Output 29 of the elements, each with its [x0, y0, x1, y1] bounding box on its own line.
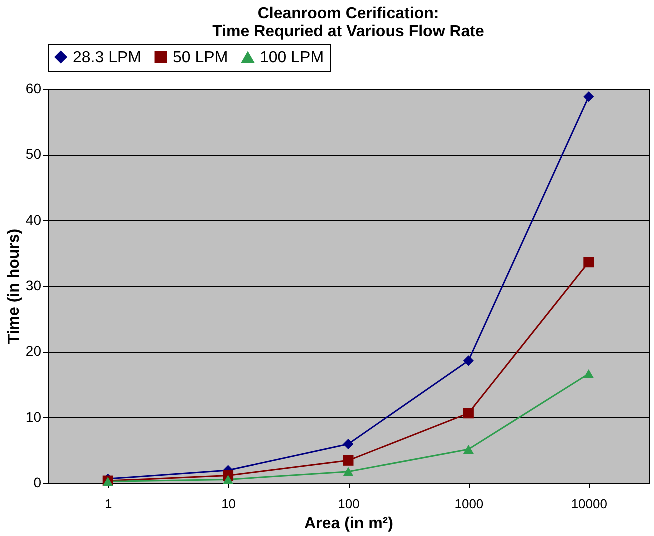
- point: [343, 439, 354, 450]
- x-tick-label: 1000: [454, 496, 484, 512]
- point: [463, 408, 474, 419]
- legend-label: 28.3 LPM: [73, 49, 142, 66]
- point: [223, 475, 234, 484]
- text: Cleanroom Cerification:: [258, 6, 440, 22]
- point: [584, 369, 594, 379]
- x-tick-label: 1: [104, 496, 112, 512]
- point: [343, 467, 354, 476]
- text: Time Requried at Various Flow Rate: [212, 24, 484, 40]
- y-axis-title: Time (in hours): [6, 228, 23, 344]
- point: [584, 257, 594, 268]
- y-tick-label: 50: [26, 146, 42, 162]
- point: [463, 444, 474, 454]
- y-tick-label: 40: [26, 212, 42, 228]
- point: [463, 356, 474, 366]
- y-tick-label: 30: [26, 278, 42, 294]
- y-tick-label: 0: [34, 474, 42, 490]
- x-tick-label: 10: [222, 496, 236, 512]
- y-tick-label: 60: [26, 80, 42, 96]
- x-tick-label: 10000: [571, 496, 608, 512]
- point: [343, 455, 354, 466]
- legend-label: 100 LPM: [260, 50, 324, 66]
- point: [584, 92, 594, 102]
- y-tick-label: 10: [26, 408, 42, 425]
- legend-label: 50 LPM: [173, 49, 228, 66]
- x-axis-title: Area (in m²): [304, 516, 394, 532]
- y-tick-label: 20: [26, 343, 42, 360]
- x-tick-label: 100: [338, 496, 360, 512]
